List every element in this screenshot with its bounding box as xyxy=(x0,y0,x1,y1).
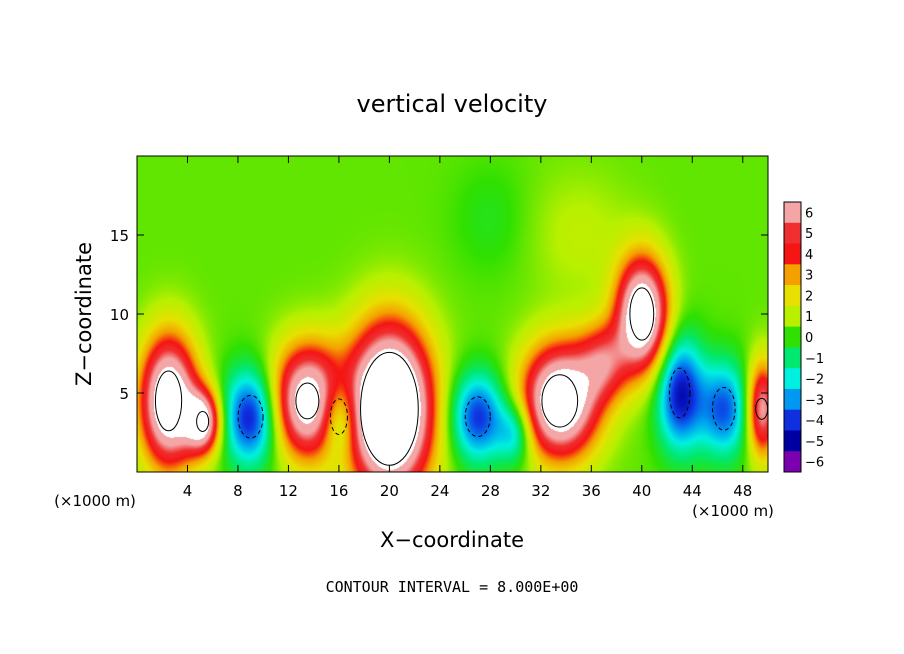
x-unit-left: (×1000 m) xyxy=(54,492,136,510)
colorbar-label: 6 xyxy=(805,206,813,221)
x-tick-label: 44 xyxy=(683,482,702,500)
colorbar-label: 3 xyxy=(805,269,813,284)
contour-line-negative xyxy=(464,396,491,438)
colorbar-frame xyxy=(783,201,802,473)
contour-line xyxy=(629,287,655,341)
contour-line xyxy=(196,410,210,432)
x-axis-ticks: 4 8 12 16 20 24 28 32 36 40 44 48 xyxy=(183,156,752,500)
contour-line xyxy=(295,382,320,420)
colorbar-label: 1 xyxy=(805,310,813,325)
colorbar-swatch xyxy=(784,202,801,224)
colorbar-label: −6 xyxy=(805,456,824,471)
colorbar-swatch xyxy=(784,305,801,328)
contour-interval-note: CONTOUR INTERVAL = 8.000E+00 xyxy=(326,578,579,596)
x-tick-label: 8 xyxy=(233,482,243,500)
contour-line-negative xyxy=(329,398,348,435)
colorbar-swatch xyxy=(784,388,801,411)
colorbar-swatch xyxy=(784,222,801,245)
colorbar-swatch xyxy=(784,264,801,286)
heatmap-field xyxy=(137,156,768,472)
colorbar-label: 5 xyxy=(805,227,813,242)
colorbar-label: −2 xyxy=(805,373,824,388)
x-tick-label: 12 xyxy=(279,482,298,500)
colorbar-label: −5 xyxy=(805,435,824,450)
colorbar-label: 2 xyxy=(805,289,813,304)
contour-line-negative xyxy=(668,367,691,419)
y-axis-ticks: 5 10 15 xyxy=(110,227,768,403)
colorbar-swatch xyxy=(784,409,801,431)
colorbar-swatch xyxy=(784,243,801,265)
y-axis-label: Z−coordinate xyxy=(72,242,96,386)
colorbar-swatch xyxy=(784,451,801,473)
x-tick-label: 16 xyxy=(329,482,348,500)
x-tick-label: 20 xyxy=(380,482,399,500)
x-tick-label: 24 xyxy=(430,482,449,500)
x-unit-right: (×1000 m) xyxy=(692,502,774,520)
x-axis-label: X−coordinate xyxy=(380,528,524,552)
contour-line xyxy=(541,374,579,428)
x-tick-label: 4 xyxy=(183,482,193,500)
x-tick-label: 36 xyxy=(582,482,601,500)
colorbar-label: 4 xyxy=(805,248,813,263)
contour-line-negative xyxy=(237,394,264,439)
colorbar-label: −4 xyxy=(805,414,824,429)
contour-line-negative xyxy=(711,386,736,431)
colorbar-swatch xyxy=(784,430,801,452)
x-tick-label: 28 xyxy=(481,482,500,500)
x-tick-label: 40 xyxy=(632,482,651,500)
chart-title: vertical velocity xyxy=(357,90,548,118)
colorbar: 6 5 4 3 2 1 0 −1 −2 −3 −4 −5 −6 xyxy=(783,201,824,473)
y-tick-label: 5 xyxy=(119,385,129,403)
y-tick-label: 10 xyxy=(110,306,129,324)
x-tick-label: 48 xyxy=(733,482,752,500)
colorbar-swatch xyxy=(784,326,801,348)
colorbar-label: 0 xyxy=(805,331,813,346)
colorbar-swatch xyxy=(784,368,801,390)
contour-line xyxy=(154,370,183,432)
x-tick-label: 32 xyxy=(531,482,550,500)
colorbar-label: −3 xyxy=(805,393,824,408)
y-tick-label: 15 xyxy=(110,227,129,245)
colorbar-label: −1 xyxy=(805,352,824,367)
colorbar-swatch xyxy=(784,285,801,307)
colorbar-swatch xyxy=(784,347,801,369)
